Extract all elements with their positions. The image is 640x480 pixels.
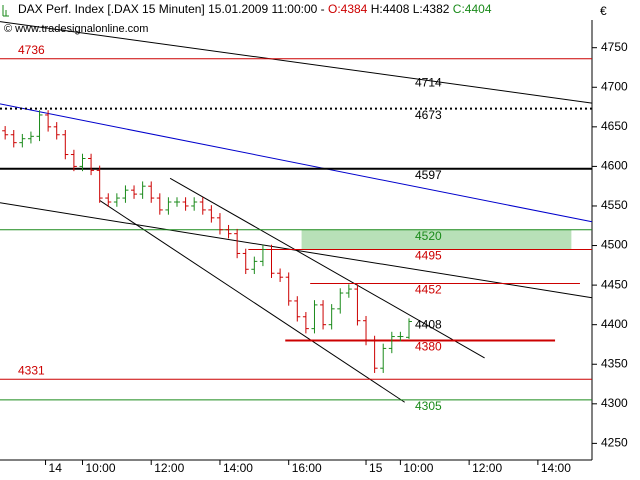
high-label: H:4408 — [371, 2, 410, 16]
watermark: © www.tradesignalonline.com — [4, 23, 148, 35]
x-tick-label: 12:00 — [154, 461, 184, 475]
y-tick-label: 4300 — [601, 396, 628, 410]
trend-line — [0, 103, 593, 223]
level-label: 4673 — [415, 108, 442, 122]
y-tick-label: 4450 — [601, 277, 628, 291]
title: DAX Perf. Index [.DAX 15 Minuten] 15.01.… — [18, 2, 325, 16]
y-tick-label: 4500 — [601, 238, 628, 252]
zone — [301, 229, 572, 250]
level-label: 4520 — [415, 229, 442, 243]
x-tick-label: 10:00 — [403, 461, 433, 475]
x-tick-label: 12:00 — [472, 461, 502, 475]
y-tick-label: 4650 — [601, 119, 628, 133]
y-tick-label: 4750 — [601, 40, 628, 54]
y-tick-label: 4550 — [601, 198, 628, 212]
x-tick-label: 16:00 — [292, 461, 322, 475]
y-tick-label: 4350 — [601, 356, 628, 370]
open-label: O:4384 — [328, 2, 368, 16]
level-label: 4380 — [415, 340, 442, 354]
level-label: 4714 — [415, 75, 442, 89]
trend-line — [169, 177, 485, 359]
y-tick-label: 4400 — [601, 317, 628, 331]
x-tick-label: 14:00 — [541, 461, 571, 475]
x-tick-label: 15 — [369, 461, 383, 475]
trend-line — [99, 200, 405, 403]
low-label: L:4382 — [413, 2, 450, 16]
close-label: C:4404 — [453, 2, 492, 16]
currency: € — [600, 4, 607, 18]
x-tick-label: 10:00 — [85, 461, 115, 475]
chart-title: DAX Perf. Index [.DAX 15 Minuten] 15.01.… — [18, 2, 492, 16]
level-label: 4408 — [415, 318, 442, 332]
y-tick-label: 4700 — [601, 79, 628, 93]
chart-icon — [2, 5, 9, 17]
level-label: 4452 — [415, 283, 442, 297]
x-tick-label: 14 — [49, 461, 63, 475]
level-label: 4495 — [415, 249, 442, 263]
x-tick-label: 14:00 — [223, 461, 253, 475]
y-tick-label: 4600 — [601, 159, 628, 173]
level-label: 4736 — [18, 43, 45, 57]
trend-line — [0, 21, 593, 104]
level-label: 4305 — [415, 399, 442, 413]
level-label: 4597 — [415, 168, 442, 182]
y-tick-label: 4250 — [601, 436, 628, 450]
level-label: 4331 — [18, 363, 45, 377]
